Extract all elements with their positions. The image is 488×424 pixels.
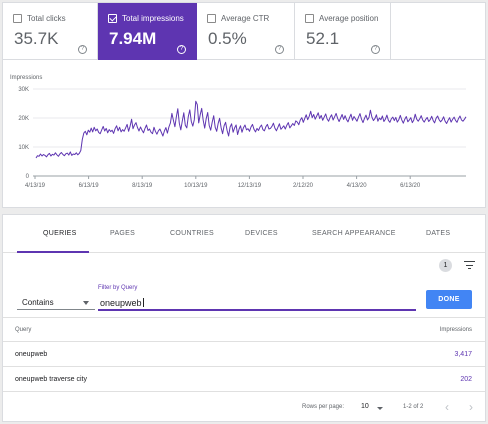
metric-value: 0.5% xyxy=(208,29,247,48)
tab-pages[interactable]: PAGES xyxy=(110,230,136,237)
metric-value: 35.7K xyxy=(14,29,59,48)
x-tick-label: 6/13/20 xyxy=(400,183,421,189)
metric-row-spacer xyxy=(391,3,485,60)
x-tick-label: 10/13/19 xyxy=(184,183,208,189)
tab-dates[interactable]: DATES xyxy=(426,230,451,237)
checkbox-icon[interactable] xyxy=(13,14,22,23)
previous-page-icon[interactable]: ‹ xyxy=(445,400,449,414)
y-tick-label: 20K xyxy=(18,116,29,122)
rows-per-page-label: Rows per page: xyxy=(302,404,345,410)
x-tick-label: 2/12/20 xyxy=(293,183,314,189)
metric-cards: Total clicks 35.7K ? Total impressions 7… xyxy=(3,3,485,60)
performance-panel: Total clicks 35.7K ? Total impressions 7… xyxy=(2,2,486,208)
impressions-chart[interactable]: 0 10K 20K 30K 4/13/19 6/13/19 8/13/19 10/13/19 1… xyxy=(3,81,485,191)
table-header: Query Impressions xyxy=(3,317,485,342)
filter-mode-value: Contains xyxy=(22,298,54,307)
dropdown-arrow-icon xyxy=(377,407,383,410)
tab-search-appearance[interactable]: SEARCH APPEARANCE xyxy=(312,230,396,237)
impressions-series-line xyxy=(35,100,467,159)
y-tick-label: 0 xyxy=(26,174,30,180)
results-panel: QUERIES PAGES COUNTRIES DEVICES SEARCH A… xyxy=(2,214,486,422)
x-tick-label: 12/13/19 xyxy=(238,183,262,189)
tab-devices[interactable]: DEVICES xyxy=(245,230,278,237)
rows-per-page-value: 10 xyxy=(361,403,369,410)
x-tick-label: 8/13/19 xyxy=(132,183,153,189)
text-caret xyxy=(142,298,144,307)
help-icon[interactable]: ? xyxy=(371,45,380,54)
table-row[interactable]: oneupweb traverse city 202 xyxy=(3,367,485,392)
query-cell: oneupweb xyxy=(15,351,48,358)
chart-y-axis-title: Impressions xyxy=(10,75,43,81)
pagination: Rows per page: 10 1-2 of 2 ‹ › xyxy=(3,394,485,419)
rows-per-page-select[interactable]: 10 xyxy=(361,402,387,414)
metric-card-total-impressions[interactable]: Total impressions 7.94M ? xyxy=(98,3,197,60)
query-filter-input[interactable]: oneupweb xyxy=(98,295,416,311)
column-header-impressions[interactable]: Impressions xyxy=(439,327,472,333)
x-tick-label: 4/13/20 xyxy=(347,183,368,189)
impressions-cell: 3,417 xyxy=(454,351,472,358)
metric-label: Average CTR xyxy=(221,14,270,23)
metric-label: Total clicks xyxy=(27,14,66,23)
filter-input-label: Filter by Query xyxy=(98,285,138,291)
metric-card-average-position[interactable]: Average position 52.1 ? xyxy=(295,3,391,60)
active-filter-count-badge: 1 xyxy=(439,259,452,272)
next-page-icon[interactable]: › xyxy=(469,400,473,414)
active-tab-indicator xyxy=(17,251,89,253)
metric-card-total-clicks[interactable]: Total clicks 35.7K ? xyxy=(3,3,98,60)
page-range-text: 1-2 of 2 xyxy=(403,404,424,410)
y-tick-label: 30K xyxy=(18,87,29,93)
impressions-cell: 202 xyxy=(460,376,472,383)
checkbox-icon[interactable] xyxy=(305,14,314,23)
done-button[interactable]: DONE xyxy=(426,290,472,309)
y-tick-label: 10K xyxy=(18,145,29,151)
help-icon[interactable]: ? xyxy=(177,45,186,54)
filter-mode-select[interactable]: Contains xyxy=(17,296,95,310)
metric-value: 52.1 xyxy=(306,29,340,48)
metric-label: Average position xyxy=(319,14,379,23)
dropdown-arrow-icon xyxy=(83,301,89,305)
column-header-query[interactable]: Query xyxy=(15,327,32,333)
checkbox-checked-icon[interactable] xyxy=(108,14,117,23)
table-row[interactable]: oneupweb 3,417 xyxy=(3,342,485,367)
tab-queries[interactable]: QUERIES xyxy=(43,230,77,237)
checkbox-icon[interactable] xyxy=(207,14,216,23)
metric-card-average-ctr[interactable]: Average CTR 0.5% ? xyxy=(197,3,295,60)
tab-countries[interactable]: COUNTRIES xyxy=(170,230,214,237)
filter-icon[interactable] xyxy=(464,260,475,270)
x-tick-label: 4/13/19 xyxy=(25,183,46,189)
metric-value: 7.94M xyxy=(109,29,157,48)
x-tick-label: 6/13/19 xyxy=(79,183,100,189)
query-filter-value: oneupweb xyxy=(100,298,142,308)
dimension-tabs: QUERIES PAGES COUNTRIES DEVICES SEARCH A… xyxy=(3,215,485,253)
query-cell: oneupweb traverse city xyxy=(15,376,87,383)
help-icon[interactable]: ? xyxy=(78,45,87,54)
metric-label: Total impressions xyxy=(122,14,184,23)
help-icon[interactable]: ? xyxy=(275,45,284,54)
